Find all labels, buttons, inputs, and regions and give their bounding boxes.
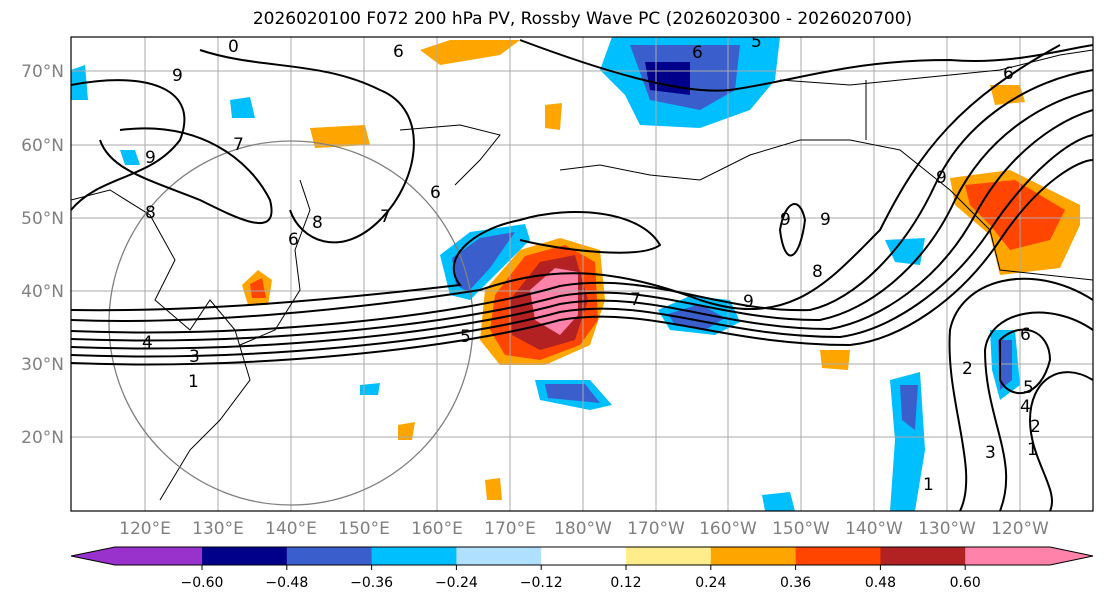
lat-label: 50°N xyxy=(21,209,64,229)
contour-labels: 9 0 6 5 6 6 6 9 8 7 6 9 7 8 9 9 7 5 4 3 xyxy=(142,32,1041,495)
contour-label: 9 xyxy=(820,210,831,230)
contour-label: 5 xyxy=(1023,378,1034,398)
colorbar-tick-label: 0.36 xyxy=(780,575,811,591)
latitude-labels: 70°N 60°N 50°N 40°N 30°N 20°N xyxy=(21,62,64,448)
lat-label: 60°N xyxy=(21,136,64,156)
contour-label: 7 xyxy=(630,290,641,310)
colorbar-bin xyxy=(626,547,712,565)
colorbar-tick-label: −0.48 xyxy=(265,575,308,591)
contour-label: 6 xyxy=(393,42,404,62)
lon-label: 150°E xyxy=(338,519,390,539)
colorbar-tick-label: −0.36 xyxy=(350,575,393,591)
contour-label: 5 xyxy=(751,32,762,52)
contour-label: 0 xyxy=(228,37,239,57)
lon-label: 180°W xyxy=(554,519,612,539)
map-frame xyxy=(70,36,1094,512)
contour-label: 6 xyxy=(430,183,441,203)
contour-label: 1 xyxy=(923,475,934,495)
contour-label: 8 xyxy=(312,213,323,233)
colorbar-extend-low xyxy=(71,547,115,565)
lat-label: 70°N xyxy=(21,62,64,82)
coastlines xyxy=(71,49,1093,501)
colorbar-tick-label: 0.60 xyxy=(950,575,981,591)
colorbar-bin xyxy=(965,547,1051,565)
lon-label: 120°E xyxy=(119,519,171,539)
lat-label: 30°N xyxy=(21,355,64,375)
colorbar-bin xyxy=(456,547,542,565)
contour-label: 7 xyxy=(233,135,244,155)
lon-label: 130°E xyxy=(192,519,244,539)
colorbar-bin xyxy=(286,547,373,565)
colorbar-bin xyxy=(115,547,203,565)
colorbar-tick-label: 0.48 xyxy=(865,575,896,591)
graticule xyxy=(71,37,1093,511)
contour-label: 2 xyxy=(962,359,973,379)
contour-label: 8 xyxy=(145,203,156,223)
colorbar-tick-label: 0.24 xyxy=(695,575,726,591)
colorbar-bin xyxy=(371,547,457,565)
contour-label: 2 xyxy=(1030,417,1041,437)
contour-label: 6 xyxy=(692,43,703,63)
contour-label: 9 xyxy=(780,210,791,230)
lon-label: 160°W xyxy=(699,519,757,539)
lon-label: 120°W xyxy=(991,519,1049,539)
colorbar: −0.60 −0.48 −0.36 −0.24 −0.12 0.12 0.24 0.36 0.4… xyxy=(70,546,1094,591)
contour-label: 3 xyxy=(985,443,996,463)
colorbar-bin xyxy=(795,547,881,565)
colorbar-bin xyxy=(202,547,288,565)
contour-label: 9 xyxy=(145,148,156,168)
lon-label: 130°W xyxy=(918,519,976,539)
map-area: 9 0 6 5 6 6 6 9 8 7 6 9 7 8 9 9 7 5 4 3 xyxy=(71,32,1093,511)
contour-label: 6 xyxy=(1003,64,1014,84)
lon-label: 160°E xyxy=(411,519,463,539)
contour-label: 9 xyxy=(743,292,754,312)
colorbar-tick-label: −0.12 xyxy=(520,575,563,591)
contour-label: 9 xyxy=(172,66,183,86)
colorbar-tick-label: −0.60 xyxy=(181,575,224,591)
lon-label: 150°W xyxy=(772,519,830,539)
colorbar-bin xyxy=(541,547,627,565)
lat-label: 40°N xyxy=(21,282,64,302)
contour-label: 6 xyxy=(1020,325,1031,345)
longitude-labels: 120°E 130°E 140°E 150°E 160°E 170°E 180°… xyxy=(119,519,1049,539)
lon-label: 140°E xyxy=(265,519,317,539)
lon-label: 170°E xyxy=(484,519,536,539)
contour-label: 4 xyxy=(142,333,153,353)
contour-label: 5 xyxy=(460,327,471,347)
contour-label: 1 xyxy=(188,372,199,392)
lon-label: 140°W xyxy=(845,519,903,539)
chart-title: 2026020100 F072 200 hPa PV, Rossby Wave … xyxy=(252,9,913,29)
colorbar-tick-label: 0.12 xyxy=(610,575,641,591)
pv-contours xyxy=(71,39,1093,511)
contour-label: 3 xyxy=(189,347,200,367)
colorbar-bin xyxy=(710,547,797,565)
colorbar-tick-label: −0.24 xyxy=(435,575,478,591)
colorbar-extend-high xyxy=(1050,547,1093,565)
contour-label: 7 xyxy=(380,207,391,227)
colorbar-outline xyxy=(70,546,1094,566)
lat-label: 20°N xyxy=(21,428,64,448)
lon-label: 170°W xyxy=(627,519,685,539)
contour-label: 9 xyxy=(936,168,947,188)
contour-label: 4 xyxy=(1020,397,1031,417)
contour-label: 1 xyxy=(1027,440,1038,460)
contour-label: 8 xyxy=(812,262,823,282)
colorbar-bin xyxy=(880,547,966,565)
contour-label: 6 xyxy=(288,230,299,250)
